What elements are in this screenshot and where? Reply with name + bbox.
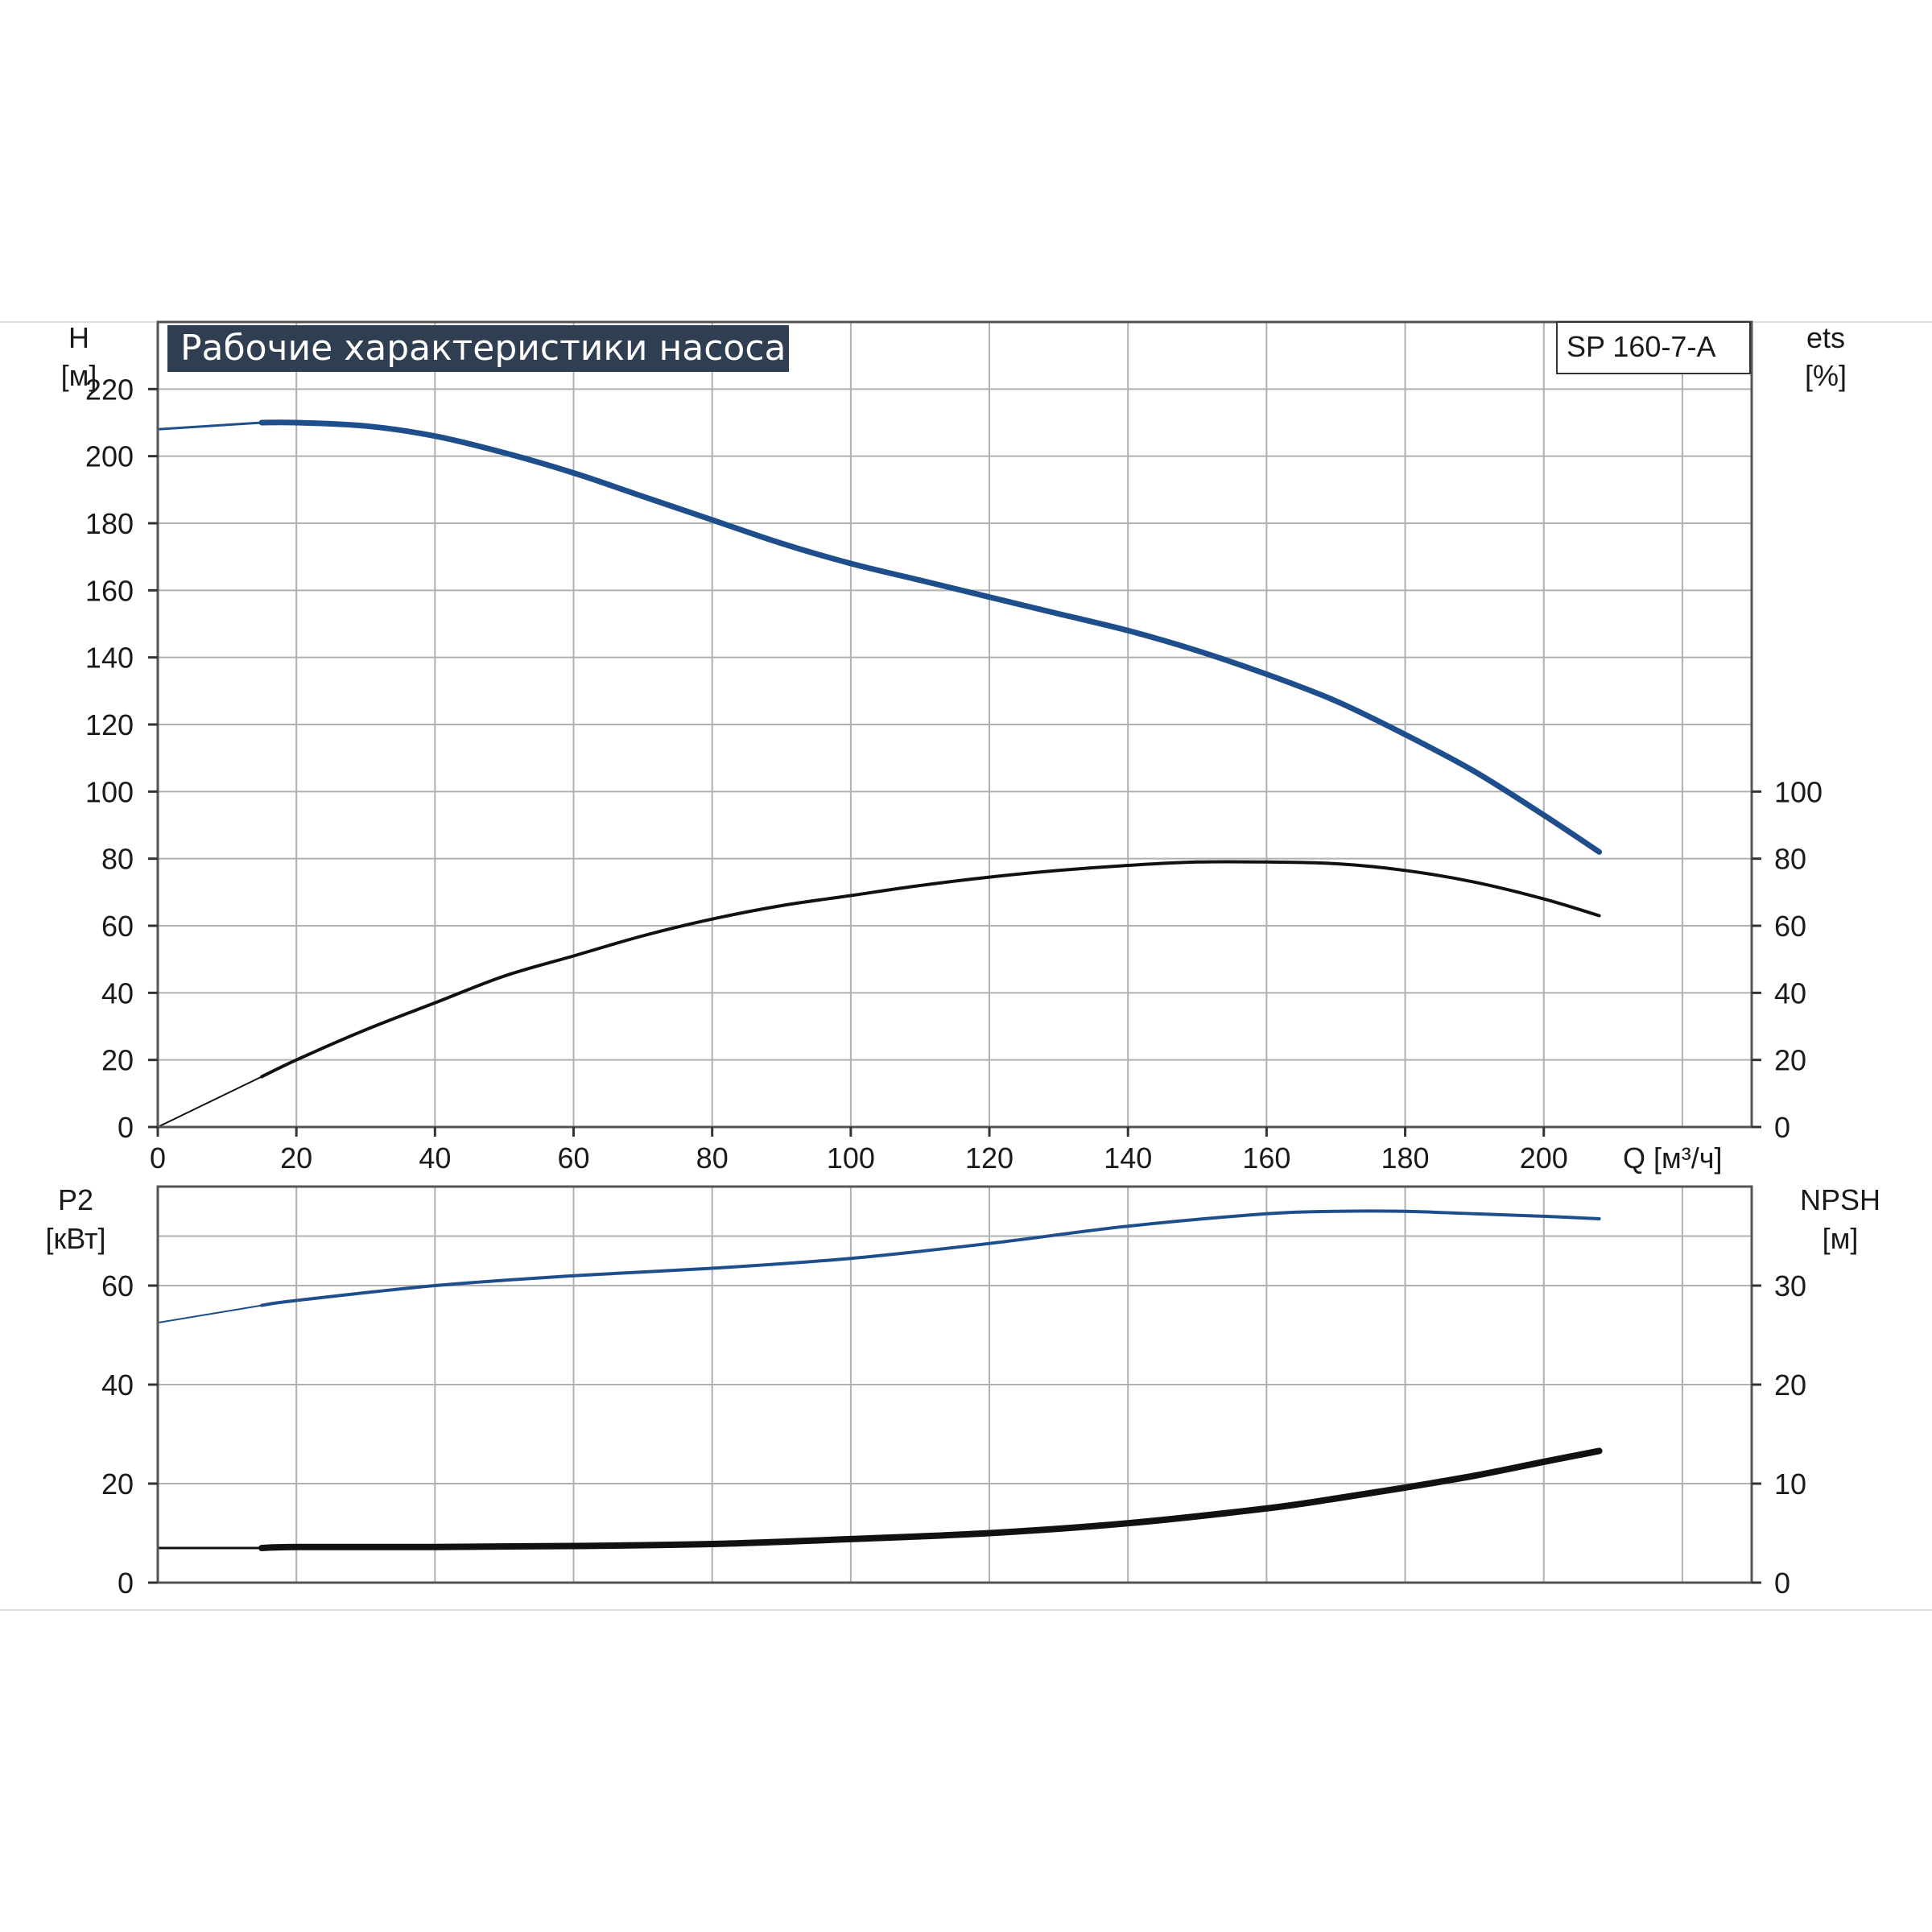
x-axis-tick-label: 180 [1381, 1141, 1430, 1174]
x-axis-tick-label: 200 [1520, 1141, 1568, 1174]
head-axis-symbol: H [68, 321, 89, 354]
top-curves [156, 419, 1603, 1128]
head-axis-tick-label: 200 [85, 440, 134, 473]
efficiency-axis-tick-label: 60 [1774, 910, 1806, 943]
power-curve [260, 1209, 1601, 1307]
head-axis-tick-label: 100 [85, 775, 134, 808]
power-axis-tick-label: 40 [101, 1368, 134, 1402]
efficiency-axis-tick-label: 80 [1774, 843, 1806, 876]
npsh-axis-tick-label: 10 [1774, 1468, 1806, 1501]
power-curve-extension [157, 1304, 263, 1324]
x-axis-tick-label: 160 [1242, 1141, 1290, 1174]
head-axis-tick-label: 220 [85, 373, 134, 406]
head-axis-tick-label: 20 [101, 1044, 134, 1077]
top-ticks: 0204060801001201401601802002200204060801… [85, 373, 1823, 1174]
head-axis-tick-label: 60 [101, 910, 134, 943]
head-efficiency-chart: 0204060801001201401601802002200204060801… [61, 320, 1847, 1174]
bottom-ticks: 0 20 40 60 0 10 20 30 [101, 1269, 1806, 1600]
title-box [167, 325, 789, 372]
power-npsh-chart: 0 20 40 60 0 10 20 30 P2 [кВт] NPSH [м] [45, 1183, 1880, 1600]
head-axis-tick-label: 180 [85, 507, 134, 540]
x-axis-tick-label: 60 [557, 1141, 589, 1174]
bottom-curves [156, 1209, 1603, 1551]
x-axis-tick-label: 0 [150, 1141, 166, 1174]
head-axis-tick-label: 0 [118, 1111, 134, 1144]
bottom-grid [158, 1187, 1752, 1583]
npsh-axis-tick-label: 0 [1774, 1567, 1790, 1600]
head-axis-tick-label: 80 [101, 843, 134, 876]
head-axis-unit: [м] [61, 359, 97, 392]
npsh-axis-unit: [м] [1823, 1222, 1859, 1255]
model-box [1556, 321, 1751, 374]
efficiency-axis-symbol: ets [1806, 321, 1845, 354]
npsh-axis-tick-label: 20 [1774, 1368, 1806, 1402]
x-axis-tick-label: 100 [827, 1141, 875, 1174]
efficiency-axis-unit: [%] [1805, 359, 1847, 392]
x-axis-tick-label: 20 [280, 1141, 312, 1174]
head-curve-extension [156, 421, 263, 431]
head-curve [258, 419, 1603, 855]
power-axis-tick-label: 20 [101, 1468, 134, 1501]
x-axis-label: Q [м³/ч] [1623, 1141, 1723, 1174]
power-axis-symbol: P2 [58, 1183, 93, 1216]
efficiency-axis-tick-label: 0 [1774, 1111, 1790, 1144]
head-axis-tick-label: 160 [85, 574, 134, 607]
npsh-axis-symbol: NPSH [1800, 1183, 1880, 1216]
efficiency-curve [260, 860, 1601, 1079]
x-axis-tick-label: 80 [696, 1141, 729, 1174]
x-axis-tick-label: 140 [1104, 1141, 1152, 1174]
model-label: SP 160-7-A [1567, 330, 1715, 363]
chart-title: Рабочие характеристики насоса [180, 328, 786, 369]
head-axis-tick-label: 140 [85, 642, 134, 675]
x-axis-tick-label: 120 [965, 1141, 1013, 1174]
npsh-curve [258, 1447, 1603, 1551]
npsh-axis-tick-label: 30 [1774, 1269, 1806, 1302]
power-axis-unit: [кВт] [45, 1222, 105, 1255]
power-axis-tick-label: 0 [118, 1567, 134, 1600]
head-axis-tick-label: 40 [101, 976, 134, 1009]
efficiency-axis-tick-label: 40 [1774, 976, 1806, 1009]
efficiency-curve-extension [157, 1075, 263, 1128]
head-axis-tick-label: 120 [85, 708, 134, 741]
efficiency-axis-tick-label: 100 [1774, 775, 1823, 808]
power-axis-tick-label: 60 [101, 1269, 134, 1302]
x-axis-tick-label: 40 [419, 1141, 451, 1174]
efficiency-axis-tick-label: 20 [1774, 1044, 1806, 1077]
